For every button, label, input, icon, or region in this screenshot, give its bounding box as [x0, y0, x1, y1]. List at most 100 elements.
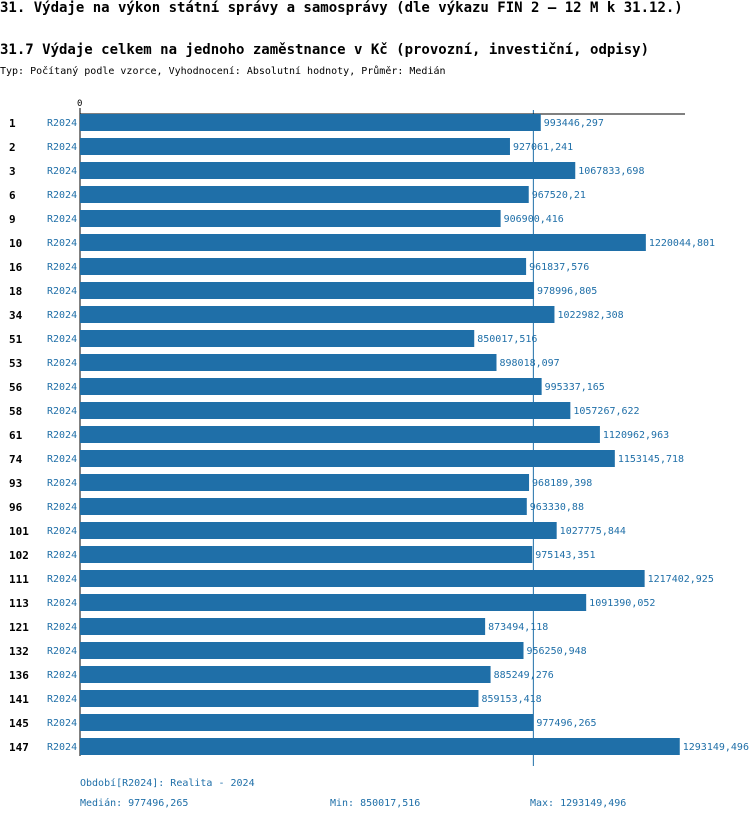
- value-label: 885249,276: [494, 670, 554, 681]
- period-label: R2024: [47, 238, 77, 249]
- chart-description: Typ: Počítaný podle vzorce, Vyhodnocení:…: [0, 66, 446, 77]
- category-label: 56: [9, 381, 23, 394]
- category-label: 61: [9, 429, 23, 442]
- median-summary: Medián: 977496,265: [80, 798, 189, 809]
- value-label: 906900,416: [504, 214, 564, 225]
- category-label: 145: [9, 717, 29, 730]
- chart-title: 31.7 Výdaje celkem na jednoho zaměstnanc…: [0, 42, 650, 58]
- value-label: 1153145,718: [618, 454, 684, 465]
- period-label: R2024: [47, 382, 77, 393]
- period-label: R2024: [47, 478, 77, 489]
- bar-chart: 0 1 R2024 993446,297 2 R2024 927061,241 3 R2024 1…: [9, 99, 749, 766]
- bar: [80, 738, 680, 755]
- category-label: 6: [9, 189, 16, 202]
- min-summary: Min: 850017,516: [330, 798, 421, 809]
- value-label: 1217402,925: [648, 574, 714, 585]
- value-label: 968189,398: [532, 478, 592, 489]
- period-label: R2024: [47, 214, 77, 225]
- period-label: R2024: [47, 694, 77, 705]
- value-label: 975143,351: [535, 550, 595, 561]
- category-label: 113: [9, 597, 29, 610]
- value-label: 859153,418: [481, 694, 541, 705]
- bar: [80, 546, 533, 563]
- category-label: 58: [9, 405, 22, 418]
- page-title: 31. Výdaje na výkon státní správy a samo…: [0, 0, 683, 16]
- value-label: 963330,88: [530, 502, 584, 513]
- category-label: 1: [9, 117, 16, 130]
- period-label: R2024: [47, 406, 77, 417]
- category-label: 3: [9, 165, 16, 178]
- period-label: R2024: [47, 334, 77, 345]
- category-label: 10: [9, 237, 22, 250]
- bar: [80, 354, 497, 371]
- bar: [80, 450, 615, 467]
- category-label: 102: [9, 549, 29, 562]
- bar: [80, 498, 527, 515]
- period-label: R2024: [47, 430, 77, 441]
- max-summary: Max: 1293149,496: [530, 798, 627, 809]
- category-label: 9: [9, 213, 16, 226]
- category-label: 74: [9, 453, 23, 466]
- category-label: 51: [9, 333, 23, 346]
- bar: [80, 162, 576, 179]
- period-label: R2024: [47, 190, 77, 201]
- bar: [80, 258, 527, 275]
- bar: [80, 234, 646, 251]
- category-label: 2: [9, 141, 16, 154]
- value-label: 1293149,496: [683, 742, 749, 753]
- value-label: 1027775,844: [560, 526, 626, 537]
- value-label: 927061,241: [513, 142, 573, 153]
- period-label: R2024: [47, 142, 77, 153]
- value-label: 995337,165: [545, 382, 605, 393]
- period-label: R2024: [47, 718, 77, 729]
- value-label: 967520,21: [532, 190, 586, 201]
- category-label: 121: [9, 621, 29, 634]
- period-label: R2024: [47, 742, 77, 753]
- bar: [80, 114, 541, 131]
- value-label: 873494,118: [488, 622, 548, 633]
- value-label: 898018,097: [499, 358, 559, 369]
- bar: [80, 594, 587, 611]
- period-label: R2024: [47, 550, 77, 561]
- bar: [80, 618, 486, 635]
- bar: [80, 426, 600, 443]
- value-label: 1091390,052: [589, 598, 655, 609]
- value-label: 956250,948: [527, 646, 587, 657]
- bar: [80, 282, 535, 299]
- category-label: 93: [9, 477, 22, 490]
- category-label: 16: [9, 261, 23, 274]
- period-label: R2024: [47, 310, 77, 321]
- value-label: 1057267,622: [573, 406, 639, 417]
- bar: [80, 642, 524, 659]
- bar: [80, 378, 542, 395]
- bar: [80, 330, 475, 347]
- bar: [80, 210, 501, 227]
- value-label: 1220044,801: [649, 238, 715, 249]
- category-label: 34: [9, 309, 23, 322]
- value-label: 1067833,698: [578, 166, 644, 177]
- category-label: 101: [9, 525, 29, 538]
- value-label: 850017,516: [477, 334, 537, 345]
- period-label: R2024: [47, 118, 77, 129]
- period-label: R2024: [47, 502, 77, 513]
- period-label: R2024: [47, 622, 77, 633]
- bar: [80, 186, 529, 203]
- value-label: 1120962,963: [603, 430, 669, 441]
- category-label: 53: [9, 357, 22, 370]
- period-label: R2024: [47, 670, 77, 681]
- bar: [80, 474, 530, 491]
- period-label: R2024: [47, 454, 77, 465]
- category-label: 111: [9, 573, 29, 586]
- category-label: 132: [9, 645, 29, 658]
- category-label: 136: [9, 669, 29, 682]
- category-label: 18: [9, 285, 22, 298]
- bar: [80, 138, 510, 155]
- period-label: R2024: [47, 262, 77, 273]
- value-label: 977496,265: [536, 718, 596, 729]
- category-label: 147: [9, 741, 29, 754]
- bar: [80, 690, 479, 707]
- bar: [80, 570, 645, 587]
- period-label: R2024: [47, 598, 77, 609]
- period-label: R2024: [47, 574, 77, 585]
- value-label: 993446,297: [544, 118, 604, 129]
